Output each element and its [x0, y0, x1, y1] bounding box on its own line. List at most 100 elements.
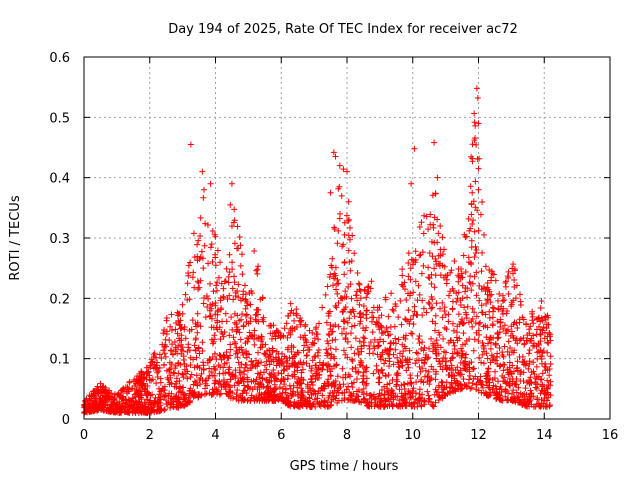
data-point — [407, 316, 414, 323]
data-point — [346, 388, 353, 395]
data-point — [197, 214, 204, 221]
data-point — [484, 279, 491, 286]
data-point — [463, 351, 470, 358]
data-point — [364, 290, 371, 297]
data-point — [465, 254, 472, 261]
data-point — [392, 335, 399, 342]
data-point — [225, 279, 232, 286]
data-point — [527, 323, 534, 330]
data-point — [361, 396, 368, 403]
data-point — [300, 377, 307, 384]
data-point — [117, 391, 124, 398]
data-point — [422, 367, 429, 374]
data-point — [521, 341, 528, 348]
data-point — [370, 304, 377, 311]
data-point — [266, 357, 273, 364]
data-point — [255, 380, 262, 387]
data-point — [182, 335, 189, 342]
data-point — [298, 385, 305, 392]
data-point — [313, 331, 320, 338]
data-point — [231, 382, 238, 389]
data-point — [447, 337, 454, 344]
data-point — [217, 294, 224, 301]
data-point — [338, 330, 345, 337]
data-point — [179, 370, 186, 377]
data-point — [424, 378, 431, 385]
data-point — [467, 385, 474, 392]
data-point — [547, 392, 554, 399]
x-tick-label: 12 — [470, 428, 487, 443]
data-point — [425, 274, 432, 281]
data-point — [512, 395, 519, 402]
data-point — [458, 354, 465, 361]
data-point — [315, 336, 322, 343]
data-point — [285, 312, 292, 319]
data-point — [254, 311, 261, 318]
data-point — [156, 351, 163, 358]
data-point — [244, 338, 251, 345]
data-point — [117, 392, 124, 399]
data-point — [369, 329, 376, 336]
data-point — [182, 398, 189, 405]
data-point — [172, 326, 179, 333]
data-point — [293, 312, 300, 319]
data-point — [185, 344, 192, 351]
data-point — [454, 323, 461, 330]
data-point — [288, 393, 295, 400]
data-point — [255, 349, 262, 356]
data-point — [473, 313, 480, 320]
data-point — [168, 311, 175, 318]
data-point — [335, 280, 342, 287]
data-point — [476, 354, 483, 361]
data-point — [248, 358, 255, 365]
data-point — [467, 183, 474, 190]
data-point — [492, 357, 499, 364]
data-point — [240, 288, 247, 295]
data-point — [502, 393, 509, 400]
data-point — [485, 340, 492, 347]
data-point — [449, 385, 456, 392]
data-point — [359, 389, 366, 396]
data-point — [374, 402, 381, 409]
data-point — [231, 240, 238, 247]
data-point — [345, 371, 352, 378]
data-point — [488, 274, 495, 281]
data-point — [416, 363, 423, 370]
data-point — [184, 296, 191, 303]
data-point — [348, 258, 355, 265]
data-point — [180, 353, 187, 360]
data-point — [200, 194, 207, 201]
data-point — [400, 348, 407, 355]
data-point — [345, 283, 352, 290]
data-point — [406, 390, 413, 397]
data-point — [388, 392, 395, 399]
data-point — [527, 393, 534, 400]
data-point — [396, 386, 403, 393]
data-point — [334, 373, 341, 380]
data-point — [195, 237, 202, 244]
data-point — [207, 244, 214, 251]
data-point — [482, 389, 489, 396]
data-point — [178, 324, 185, 331]
data-point — [497, 323, 504, 330]
data-point — [394, 378, 401, 385]
data-point — [414, 350, 421, 357]
data-point — [373, 319, 380, 326]
data-point — [319, 366, 326, 373]
data-point — [188, 371, 195, 378]
data-point — [475, 337, 482, 344]
data-point — [528, 379, 535, 386]
data-point — [526, 398, 533, 405]
data-point — [412, 248, 419, 255]
data-point — [191, 392, 198, 399]
data-point — [463, 233, 470, 240]
data-point — [197, 254, 204, 261]
data-point — [138, 374, 145, 381]
data-point — [306, 395, 313, 402]
data-point — [334, 276, 341, 283]
data-point — [362, 327, 369, 334]
data-point — [437, 222, 444, 229]
data-point — [499, 373, 506, 380]
data-point — [475, 227, 482, 234]
data-point — [418, 270, 425, 277]
